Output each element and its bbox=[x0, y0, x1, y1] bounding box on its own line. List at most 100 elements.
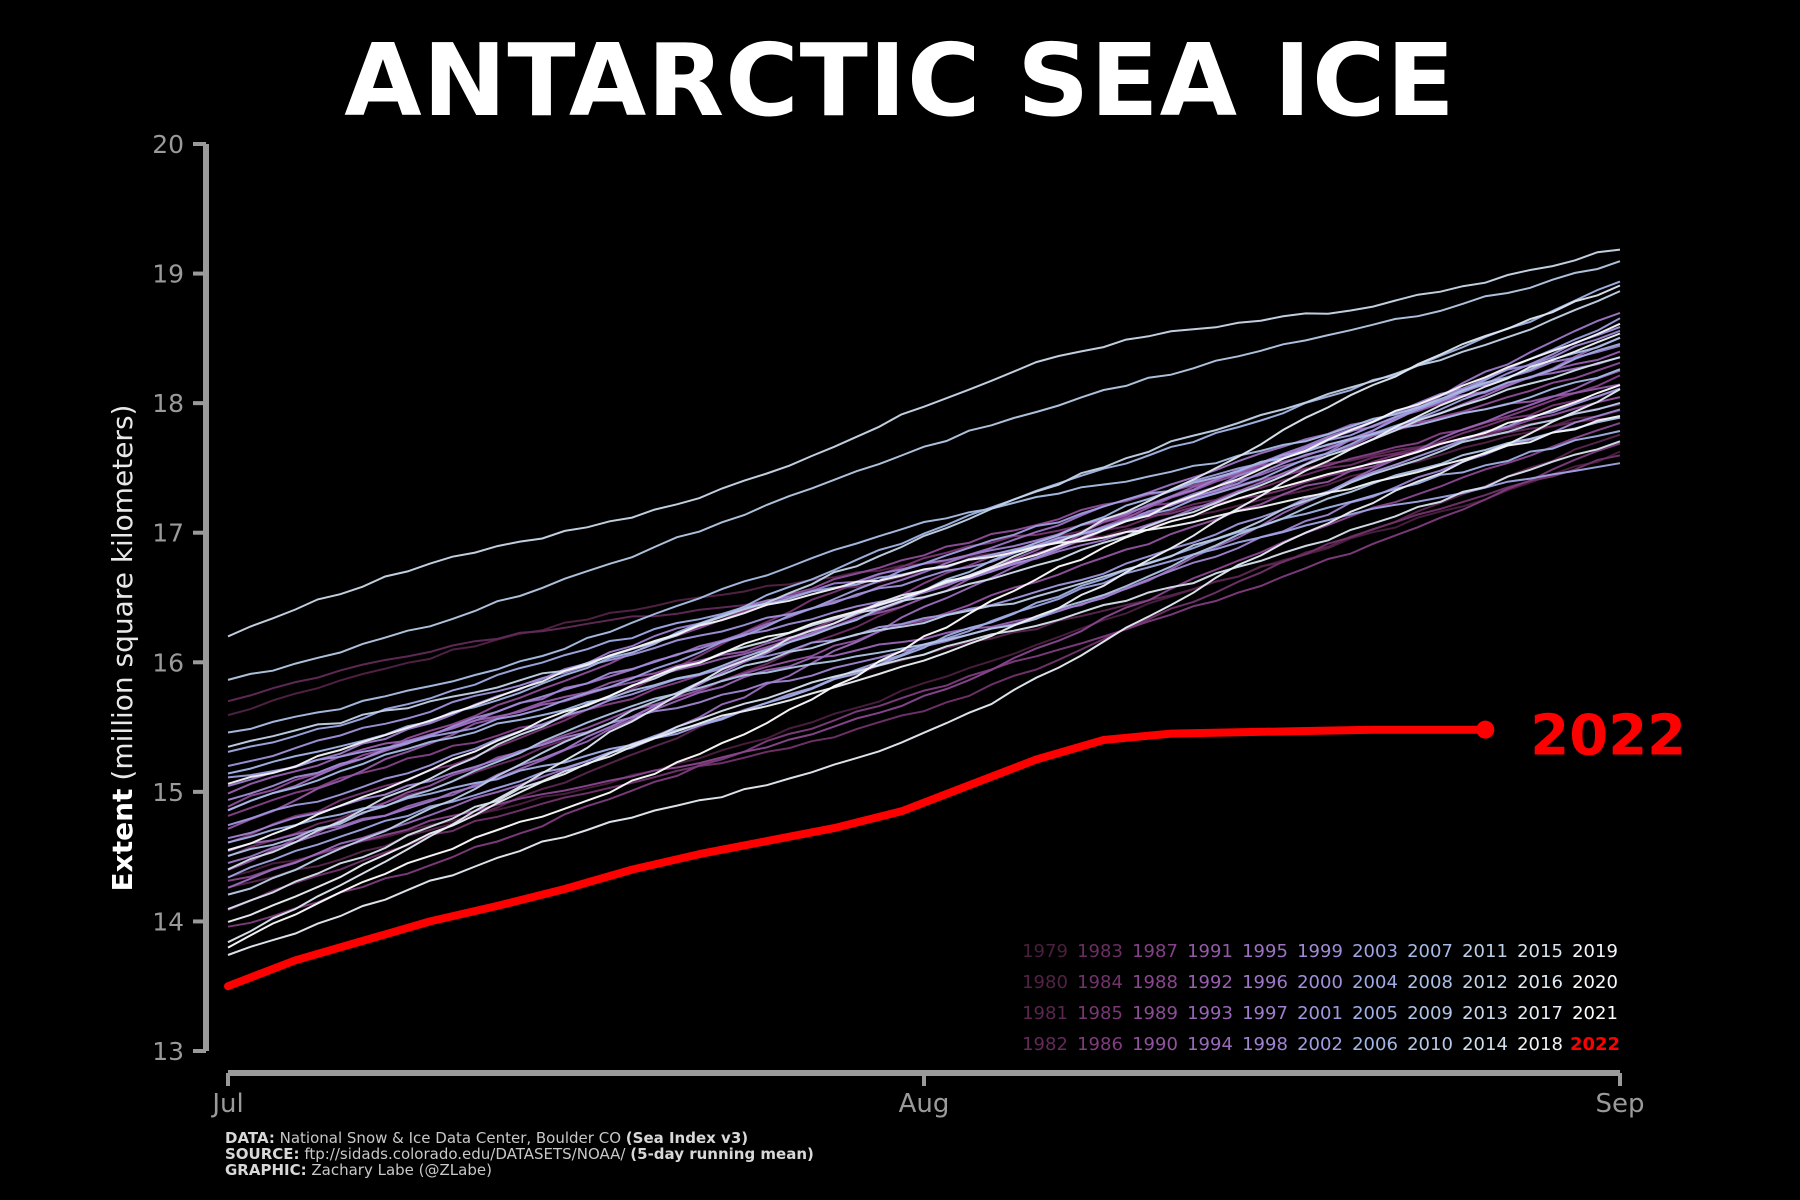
legend-year-2019: 2019 bbox=[1572, 941, 1618, 962]
year-legend: 1979 1980 1981 1982 1983 1984 1985 1986 1987 1988… bbox=[1022, 941, 1620, 1055]
legend-year-2007: 2007 bbox=[1407, 941, 1453, 962]
year-line-2003 bbox=[227, 462, 1621, 879]
legend-year-1989: 1989 bbox=[1132, 1003, 1178, 1024]
footer-credits: DATA: National Snow & Ice Data Center, B… bbox=[225, 1130, 814, 1178]
footer-source-label: SOURCE: bbox=[225, 1145, 300, 1163]
footer-data-line: DATA: National Snow & Ice Data Center, B… bbox=[225, 1130, 814, 1146]
legend-year-1984: 1984 bbox=[1077, 972, 1123, 993]
footer-source-text: ftp://sidads.colorado.edu/DATASETS/NOAA/ bbox=[304, 1145, 626, 1163]
y-tick-label-15: 15 bbox=[152, 778, 184, 807]
legend-year-1980: 1980 bbox=[1022, 972, 1068, 993]
legend-year-1988: 1988 bbox=[1132, 972, 1178, 993]
year-line-1984 bbox=[227, 454, 1621, 911]
legend-year-1992: 1992 bbox=[1187, 972, 1233, 993]
year-line-2008 bbox=[227, 336, 1621, 734]
x-tick-label-Jul: Jul bbox=[210, 1089, 243, 1119]
footer-source-bold: (5-day running mean) bbox=[630, 1145, 814, 1163]
legend-year-1994: 1994 bbox=[1187, 1034, 1233, 1055]
footer-data-text: National Snow & Ice Data Center, Boulder… bbox=[279, 1129, 622, 1147]
year-line-2017 bbox=[227, 388, 1621, 956]
footer-graphic-line: GRAPHIC: Zachary Labe (@ZLabe) bbox=[225, 1162, 814, 1178]
year-line-2016 bbox=[227, 284, 1621, 944]
legend-year-2022: 2022 bbox=[1570, 1034, 1620, 1055]
year-line-2012 bbox=[227, 290, 1621, 748]
legend-year-1995: 1995 bbox=[1242, 941, 1288, 962]
year-line-1982 bbox=[227, 417, 1621, 703]
y-tick-label-19: 19 bbox=[152, 260, 184, 289]
legend-year-2010: 2010 bbox=[1407, 1034, 1453, 1055]
legend-year-2016: 2016 bbox=[1517, 972, 1563, 993]
legend-year-2014: 2014 bbox=[1462, 1034, 1508, 1055]
footer-graphic-text: Zachary Labe (@ZLabe) bbox=[311, 1161, 492, 1179]
footer-graphic-label: GRAPHIC: bbox=[225, 1161, 307, 1179]
year-line-2019 bbox=[227, 415, 1621, 785]
legend-year-1996: 1996 bbox=[1242, 972, 1288, 993]
year-line-2010 bbox=[227, 260, 1621, 681]
y-tick-label-13: 13 bbox=[152, 1037, 184, 1066]
year-line-2022 bbox=[224, 725, 1490, 991]
legend-year-2003: 2003 bbox=[1352, 941, 1398, 962]
legend-year-1993: 1993 bbox=[1187, 1003, 1233, 1024]
year-line-2021 bbox=[227, 384, 1621, 949]
footer-data-bold: (Sea Index v3) bbox=[625, 1129, 749, 1147]
year-2022-endpoint bbox=[1476, 720, 1495, 739]
year-line-2001 bbox=[227, 387, 1621, 827]
footer-source-line: SOURCE: ftp://sidads.colorado.edu/DATASE… bbox=[225, 1146, 814, 1162]
legend-year-2001: 2001 bbox=[1297, 1003, 1343, 1024]
year-line-2018 bbox=[227, 332, 1621, 923]
x-tick-label-Aug: Aug bbox=[899, 1089, 950, 1119]
y-tick-label-20: 20 bbox=[152, 130, 184, 159]
legend-year-2017: 2017 bbox=[1517, 1003, 1563, 1024]
legend-year-2002: 2002 bbox=[1297, 1034, 1343, 1055]
footer-data-label: DATA: bbox=[225, 1129, 275, 1147]
year-line-2015 bbox=[227, 440, 1621, 911]
year-line-1987 bbox=[227, 374, 1621, 817]
year-line-1985 bbox=[227, 387, 1621, 844]
legend-year-1997: 1997 bbox=[1242, 1003, 1288, 1024]
y-axis-label: Extent (million square kilometers) bbox=[106, 405, 139, 892]
legend-year-2008: 2008 bbox=[1407, 972, 1453, 993]
legend-year-2015: 2015 bbox=[1517, 941, 1563, 962]
year-line-1986 bbox=[227, 442, 1621, 928]
y-tick-label-14: 14 bbox=[152, 907, 184, 936]
year-line-2020 bbox=[227, 322, 1621, 851]
legend-year-2004: 2004 bbox=[1352, 972, 1398, 993]
legend-year-1999: 1999 bbox=[1297, 941, 1343, 962]
legend-year-1991: 1991 bbox=[1187, 941, 1233, 962]
year-line-2014 bbox=[227, 356, 1621, 871]
legend-year-1983: 1983 bbox=[1077, 941, 1123, 962]
legend-year-2021: 2021 bbox=[1572, 1003, 1618, 1024]
y-axis-label-rest: (million square kilometers) bbox=[106, 405, 139, 781]
year-line-2011 bbox=[227, 401, 1621, 896]
year-line-1993 bbox=[227, 369, 1621, 853]
year-line-2000 bbox=[227, 326, 1621, 767]
y-tick-label-16: 16 bbox=[152, 648, 184, 677]
legend-year-1990: 1990 bbox=[1132, 1034, 1178, 1055]
legend-year-2000: 2000 bbox=[1297, 972, 1343, 993]
legend-year-2006: 2006 bbox=[1352, 1034, 1398, 1055]
year-lines: 2022 bbox=[224, 248, 1686, 991]
legend-year-2013: 2013 bbox=[1462, 1003, 1508, 1024]
year-line-2005 bbox=[227, 430, 1621, 844]
legend-year-1982: 1982 bbox=[1022, 1034, 1068, 1055]
legend-year-1981: 1981 bbox=[1022, 1003, 1068, 1024]
year-line-2013 bbox=[227, 248, 1621, 638]
year-2022-label: 2022 bbox=[1530, 704, 1686, 769]
y-tick-label-18: 18 bbox=[152, 389, 184, 418]
legend-year-1979: 1979 bbox=[1022, 941, 1068, 962]
chart-title: ANTARCTIC SEA ICE bbox=[344, 22, 1456, 139]
legend-year-2005: 2005 bbox=[1352, 1003, 1398, 1024]
year-line-2002 bbox=[227, 317, 1621, 779]
legend-year-1985: 1985 bbox=[1077, 1003, 1123, 1024]
year-line-1996 bbox=[227, 311, 1621, 864]
legend-year-2020: 2020 bbox=[1572, 972, 1618, 993]
legend-year-1986: 1986 bbox=[1077, 1034, 1123, 1055]
y-tick-label-17: 17 bbox=[152, 519, 184, 548]
legend-year-1998: 1998 bbox=[1242, 1034, 1288, 1055]
legend-year-2018: 2018 bbox=[1517, 1034, 1563, 1055]
legend-year-2011: 2011 bbox=[1462, 941, 1508, 962]
legend-year-2009: 2009 bbox=[1407, 1003, 1453, 1024]
x-tick-label-Sep: Sep bbox=[1595, 1089, 1644, 1119]
legend-year-2012: 2012 bbox=[1462, 972, 1508, 993]
